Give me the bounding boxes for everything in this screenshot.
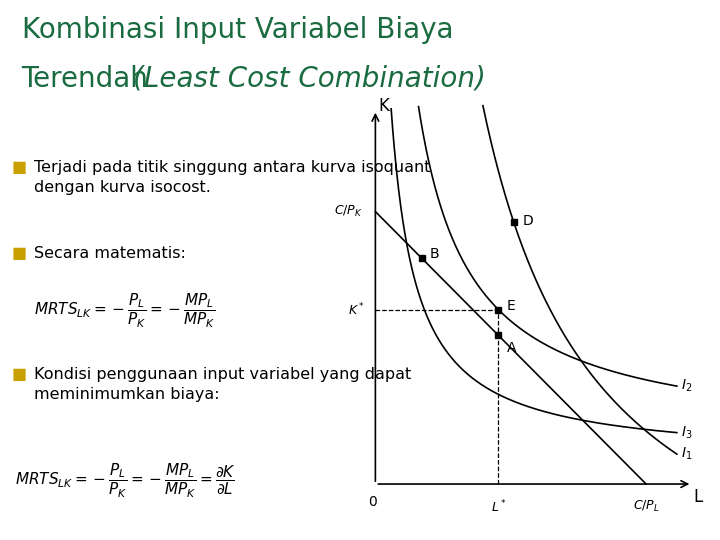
Text: $I_1$: $I_1$ <box>681 446 693 462</box>
Text: Terendah: Terendah <box>22 65 158 93</box>
Text: A: A <box>507 341 516 355</box>
Text: ■: ■ <box>12 160 27 175</box>
Text: D: D <box>523 214 534 228</box>
Text: ■: ■ <box>12 367 27 382</box>
Text: $MRTS_{LK} = -\dfrac{P_L}{P_K} = -\dfrac{MP_L}{MP_K}$: $MRTS_{LK} = -\dfrac{P_L}{P_K} = -\dfrac… <box>34 292 215 330</box>
Text: (Least Cost Combination): (Least Cost Combination) <box>133 65 486 93</box>
Text: $MRTS_{LK} = -\dfrac{P_L}{P_K} = -\dfrac{MP_L}{MP_K} = \dfrac{\partial K}{\parti: $MRTS_{LK} = -\dfrac{P_L}{P_K} = -\dfrac… <box>15 462 236 501</box>
Text: E: E <box>507 299 516 313</box>
Text: $L^*$: $L^*$ <box>490 498 506 515</box>
Text: $I_3$: $I_3$ <box>681 424 693 441</box>
Text: Terjadi pada titik singgung antara kurva isoquant
dengan kurva isocost.: Terjadi pada titik singgung antara kurva… <box>34 160 430 194</box>
Text: ■: ■ <box>12 246 27 261</box>
Text: K: K <box>379 97 390 115</box>
Text: 0: 0 <box>368 495 377 509</box>
Text: $C/P_K$: $C/P_K$ <box>334 204 363 219</box>
Text: $K^*$: $K^*$ <box>348 301 364 318</box>
Text: B: B <box>429 247 439 261</box>
Text: Kondisi penggunaan input variabel yang dapat
meminimumkan biaya:: Kondisi penggunaan input variabel yang d… <box>34 367 411 402</box>
Text: $C/P_L$: $C/P_L$ <box>633 498 660 514</box>
Text: L: L <box>694 488 703 505</box>
Text: Secara matematis:: Secara matematis: <box>34 246 186 261</box>
Text: Kombinasi Input Variabel Biaya: Kombinasi Input Variabel Biaya <box>22 16 453 44</box>
Text: $I_2$: $I_2$ <box>681 378 693 394</box>
